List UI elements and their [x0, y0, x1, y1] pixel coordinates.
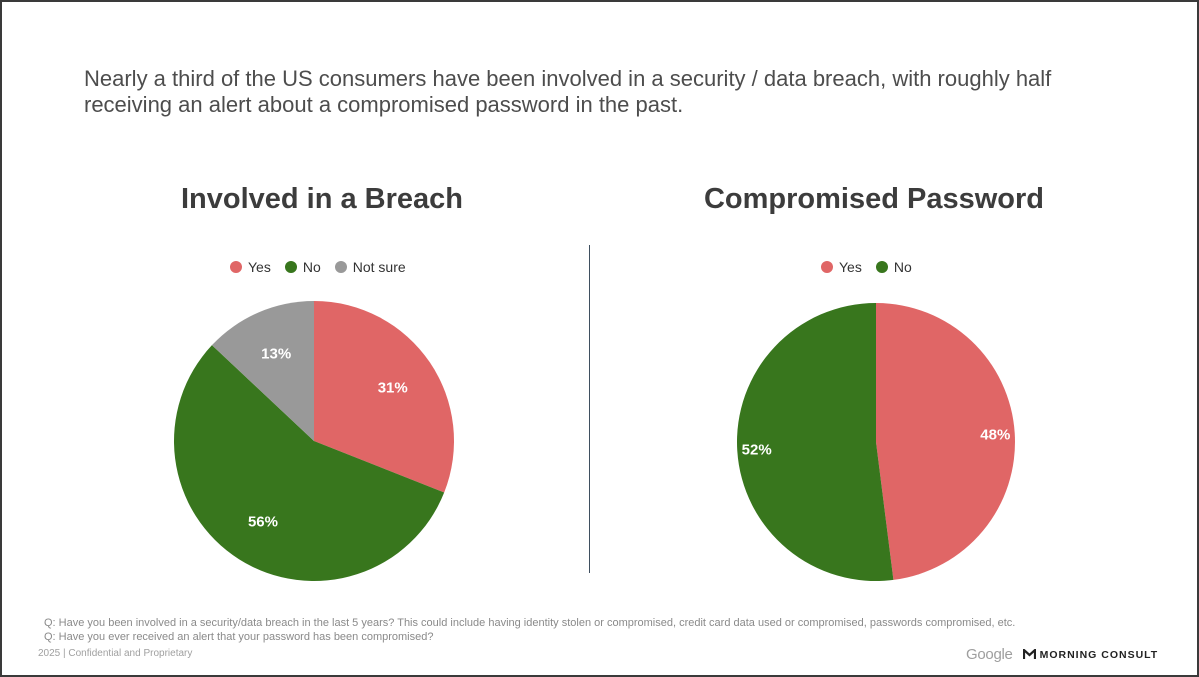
- legend-item-yes: Yes: [821, 259, 862, 275]
- slice-label-no: 56%: [248, 513, 278, 530]
- pie-chart-password: 48% 52%: [737, 303, 1015, 581]
- divider: [589, 245, 590, 573]
- legend-item-not-sure: Not sure: [334, 259, 406, 275]
- pie-slice-yes: [314, 301, 454, 493]
- chart-title-password: Compromised Password: [703, 183, 1045, 215]
- legend-label-yes: Yes: [839, 259, 862, 275]
- morning-consult-m-icon: [1022, 649, 1036, 659]
- slice-label-not-sure: 13%: [261, 346, 291, 363]
- footnote-breach-question: Q: Have you been involved in a security/…: [44, 617, 1016, 629]
- legend-label-not-sure: Not sure: [352, 259, 406, 275]
- legend-dot-yes-icon: [230, 261, 242, 273]
- pie-slice-no: [737, 303, 894, 581]
- legend-password: Yes No: [821, 258, 912, 276]
- legend-label-yes: Yes: [248, 259, 271, 275]
- slice-label-yes: 48%: [980, 426, 1010, 443]
- pie-slice-yes: [876, 303, 1015, 580]
- pie-slice-not-sure: [211, 301, 314, 441]
- legend-dot-no-icon: [875, 261, 888, 273]
- slice-label-no: 52%: [742, 442, 772, 459]
- legend-dot-not-sure-icon: [334, 261, 347, 273]
- pie-slice-no: [173, 345, 445, 581]
- legend-dot-yes-icon: [821, 261, 833, 273]
- legend-breach: Yes No Not sure: [230, 258, 406, 276]
- pie-chart-breach: 31% 56% 13%: [173, 301, 454, 581]
- footer-logos: Google MORNING CONSULT: [966, 646, 1158, 663]
- slice-label-yes: 31%: [378, 379, 408, 396]
- headline: Nearly a third of the US consumers have …: [84, 66, 1052, 117]
- legend-item-no: No: [875, 259, 912, 275]
- confidential-notice: 2025 | Confidential and Proprietary: [38, 648, 193, 659]
- legend-label-no: No: [893, 259, 912, 275]
- legend-label-no: No: [302, 259, 321, 275]
- morning-consult-logo: MORNING CONSULT: [1022, 648, 1159, 661]
- legend-item-no: No: [284, 259, 321, 275]
- footnote-password-question: Q: Have you ever received an alert that …: [44, 631, 434, 643]
- legend-item-yes: Yes: [230, 259, 271, 275]
- google-logo: Google: [966, 646, 1013, 663]
- legend-dot-no-icon: [284, 261, 297, 273]
- morning-consult-logo-text: MORNING CONSULT: [1039, 648, 1159, 661]
- chart-title-breach: Involved in a Breach: [180, 183, 464, 215]
- footnotes: Q: Have you been involved in a security/…: [44, 616, 1015, 644]
